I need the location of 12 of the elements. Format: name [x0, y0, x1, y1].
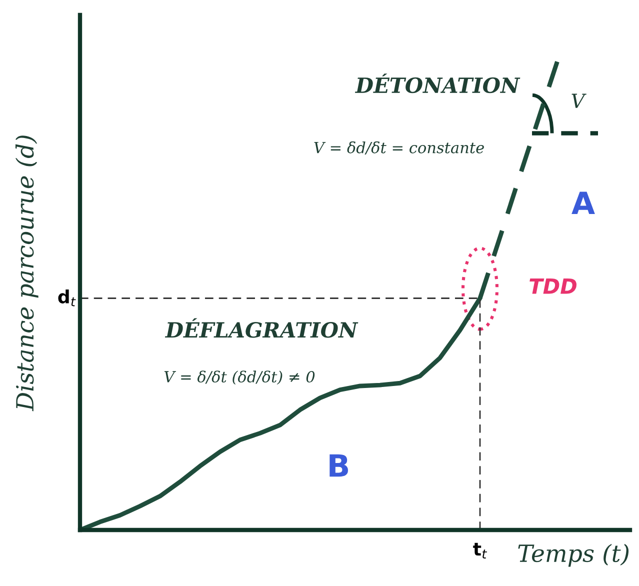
ref-line-label: d$_{t}$ — [58, 290, 76, 306]
annotation: V = δ/δt (δd/δt) ≠ 0 — [164, 370, 315, 385]
text: A — [572, 192, 595, 214]
annotation: B — [330, 454, 348, 477]
text: V — [572, 94, 586, 108]
annotation: DÉTONATION — [354, 74, 520, 94]
annotation: V = δd/δt = constante — [314, 141, 484, 155]
text: t$_{t}$ — [473, 542, 488, 558]
annotation: TDD — [530, 278, 576, 294]
x-axis-title: Temps (t) — [518, 544, 629, 567]
annotation: DÉFLAGRATION — [164, 318, 358, 338]
y-axis-title: Distance parcourue (d) — [15, 136, 38, 412]
